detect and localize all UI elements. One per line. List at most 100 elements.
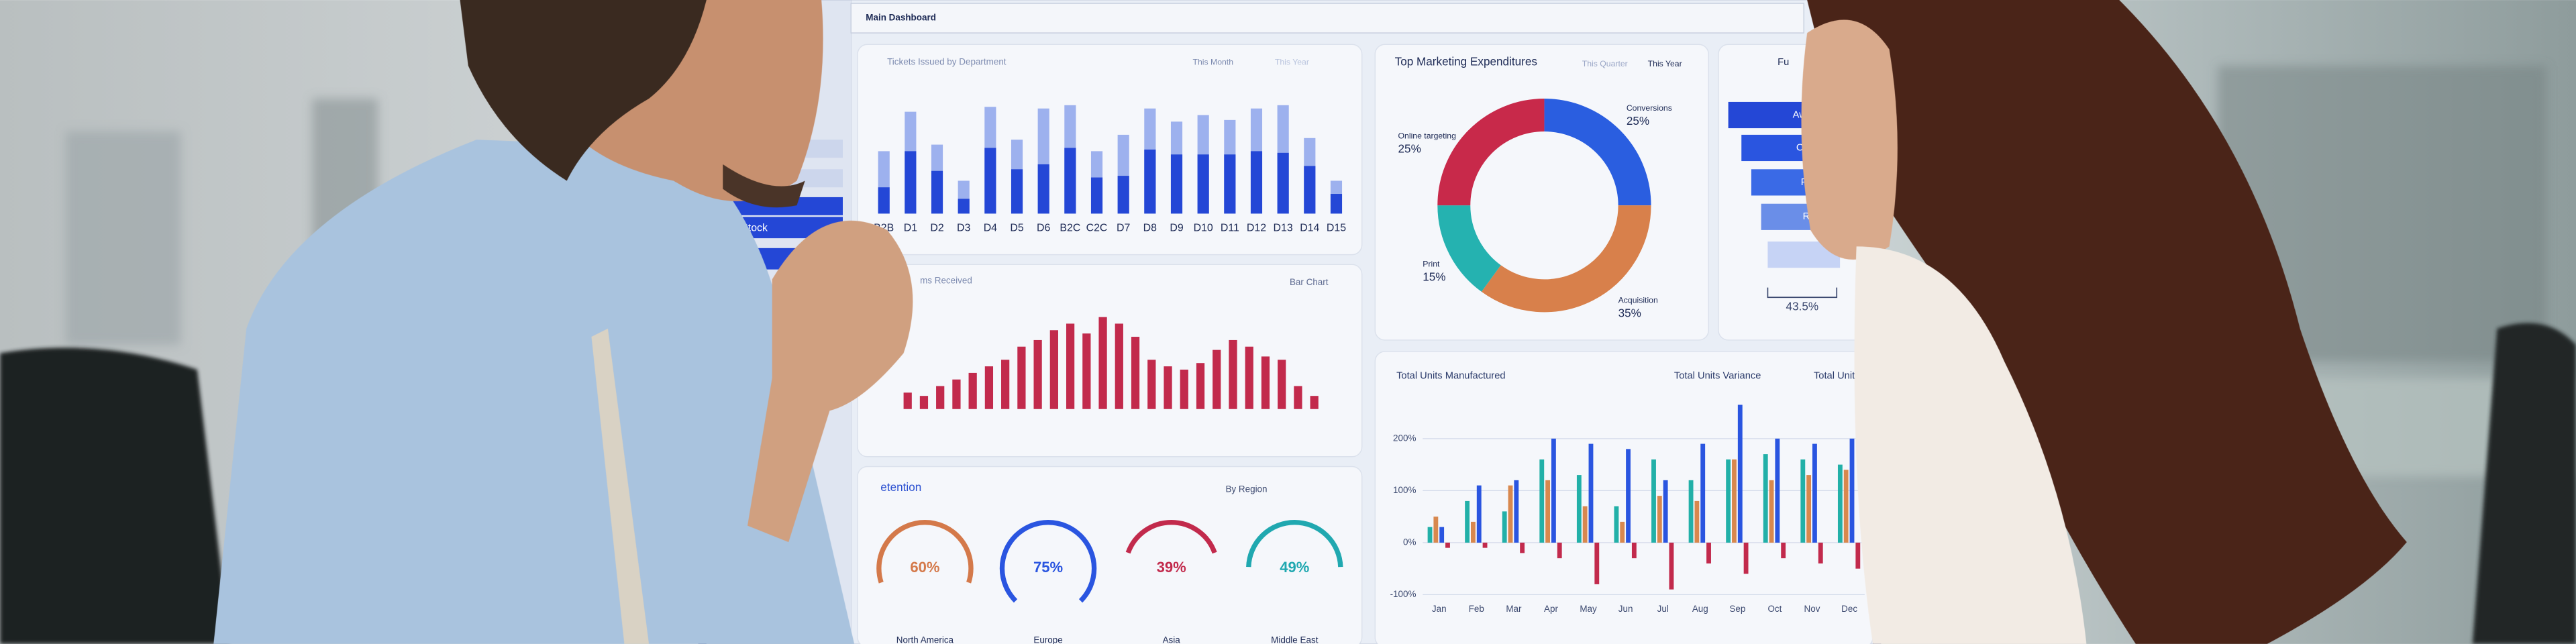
bar [1213,350,1221,409]
panel-title: Tickets Issued by Department [887,57,1007,67]
bar [1229,339,1237,409]
bar [1588,443,1594,543]
bar [1098,317,1107,409]
bar [931,170,943,214]
x-tick-label: Jul [1657,604,1669,614]
bar [1445,542,1450,548]
bar [1304,166,1316,214]
bar [1657,496,1662,543]
bar [878,187,890,214]
bar [1818,542,1823,564]
gauge-arc [1125,520,1217,554]
woman-hair [1807,0,2407,644]
bar [1849,438,1855,543]
bar [1614,506,1619,543]
bar [1049,330,1058,409]
bar [1170,154,1183,214]
bar [1277,152,1289,214]
x-tick-label: D3 [957,223,970,234]
bar [1117,176,1129,214]
x-tick-label: C2C [1086,223,1108,234]
funnel-value: 43.5% [1786,299,1819,313]
panel-title: Total Units Manufactured [1396,371,1505,382]
bar [1294,386,1302,409]
bar [1539,459,1545,543]
bar [1726,459,1731,543]
woman-face [1801,19,1898,260]
bar [1164,366,1172,409]
bar [1115,323,1123,409]
bar [1737,405,1743,543]
bar [1427,527,1433,543]
chair [0,347,230,644]
bar [1688,480,1694,543]
panel-title: Total Units Variance [1674,371,1761,382]
bar [1508,485,1513,543]
bar [1011,169,1023,214]
man-hand [747,220,913,543]
panel-title: Top Marketing Expenditures [1395,55,1537,68]
bar [1743,542,1749,574]
gauge-label: 49% [1280,559,1309,576]
man-shirt [213,140,855,644]
bar [1482,542,1488,548]
bar [1669,542,1674,590]
bar [1582,506,1588,543]
bar [1144,149,1156,214]
bar [1769,480,1774,543]
bar [1310,396,1319,409]
woman-top [1854,246,2087,644]
bar [1037,164,1049,214]
shirt-placket [591,328,650,644]
header-title: Main Dashboard [866,13,936,23]
x-tick-label: D12 [1247,223,1266,234]
donut-segment [1437,205,1502,292]
header-bar [850,3,1805,34]
funnel-bracket [1767,287,1838,299]
bar [1843,470,1849,543]
gauge-label: 75% [1033,559,1063,576]
bar [1476,485,1482,543]
tab: Bar Chart [1290,277,1329,287]
y-tick-label: 200% [1393,433,1416,443]
bar [968,372,977,409]
y-tick-label: 0% [1403,537,1416,547]
bar [1651,459,1656,543]
bar [1250,151,1263,214]
bar [903,392,912,409]
panel-title: etention [880,480,921,494]
x-tick-label: Jun [1618,604,1633,614]
x-tick-label: Mar [1506,604,1522,614]
gauge-name: Europe [1033,635,1062,644]
bar [958,199,970,214]
tab: This Year [1648,59,1682,68]
gauge-name: North America [896,635,954,644]
bar [1631,542,1637,559]
bar [1224,154,1236,214]
bar [1576,475,1582,543]
bar [1465,500,1470,543]
y-tick-label: -100% [1390,589,1416,599]
tab: This Year [1275,57,1309,66]
x-tick-label: Feb [1469,604,1484,614]
bar [1064,148,1076,214]
bar [1812,443,1817,543]
donut-label: Online targeting [1398,131,1457,141]
donut-value: 25% [1627,114,1649,127]
bar [1278,360,1286,409]
x-tick-label: D6 [1037,223,1050,234]
bar [1700,443,1706,543]
bar [1663,480,1668,543]
gauge-label: 60% [910,559,939,576]
bar [1620,521,1625,543]
x-tick-label: D2 [930,223,943,234]
bar [984,366,994,409]
donut-label: Conversions [1627,103,1672,113]
bar [1551,438,1556,543]
bar [919,396,929,409]
x-tick-label: Oct [1767,604,1782,614]
donut-segment [1543,99,1651,206]
chair-right [2472,323,2576,644]
